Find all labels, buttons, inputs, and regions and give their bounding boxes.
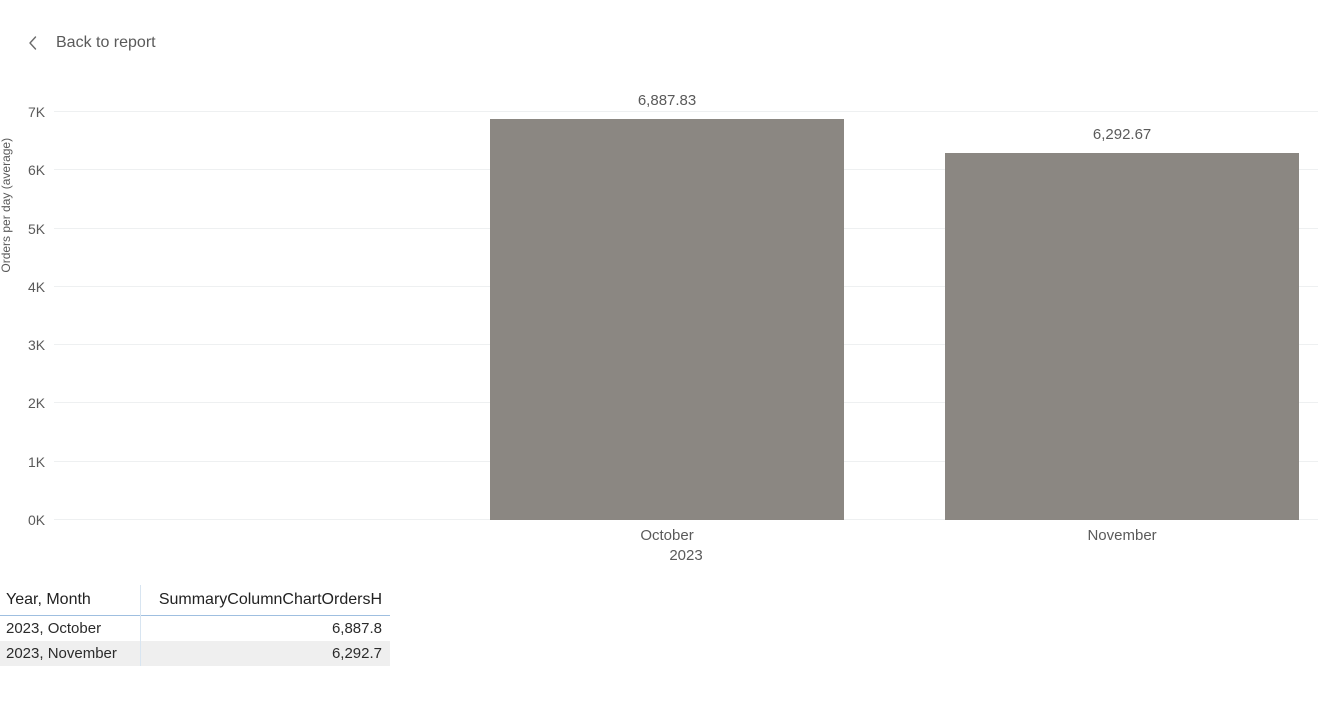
chart-bar[interactable] (945, 153, 1299, 520)
x-tick-label: November (1087, 527, 1156, 544)
column-header-summary[interactable]: SummaryColumnChartOrdersH (140, 585, 390, 616)
y-tick-label: 5K (28, 221, 45, 237)
x-axis-group-label: 2023 (669, 547, 702, 564)
y-tick-label: 4K (28, 279, 45, 295)
y-tick-label: 1K (28, 454, 45, 470)
y-tick-label: 2K (28, 395, 45, 411)
summary-data-table: Year, Month SummaryColumnChartOrdersH 20… (0, 585, 390, 666)
y-axis-label: Orders per day (average) (0, 137, 13, 272)
table-row[interactable]: 2023, October6,887.8 (0, 616, 390, 642)
cell-year-month: 2023, October (0, 616, 140, 642)
bar-value-label: 6,887.83 (638, 92, 696, 115)
chart-plot-area: 2023 0K1K2K3K4K5K6K7K6,887.83October6,29… (54, 112, 1318, 520)
y-tick-label: 7K (28, 104, 45, 120)
chevron-left-icon (28, 36, 38, 50)
back-to-report-link[interactable]: Back to report (28, 34, 156, 52)
cell-year-month: 2023, November (0, 641, 140, 666)
column-header-year-month[interactable]: Year, Month (0, 585, 140, 616)
chart-bar[interactable] (490, 119, 844, 520)
x-tick-label: October (640, 527, 693, 544)
bar-value-label: 6,292.67 (1093, 126, 1151, 149)
orders-bar-chart: Orders per day (average) 2023 0K1K2K3K4K… (8, 100, 1328, 565)
y-tick-label: 0K (28, 512, 45, 528)
y-tick-label: 3K (28, 337, 45, 353)
table-row[interactable]: 2023, November6,292.7 (0, 641, 390, 666)
cell-value: 6,292.7 (140, 641, 390, 666)
table-header-row: Year, Month SummaryColumnChartOrdersH (0, 585, 390, 616)
cell-value: 6,887.8 (140, 616, 390, 642)
back-to-report-label: Back to report (56, 34, 156, 52)
y-tick-label: 6K (28, 162, 45, 178)
